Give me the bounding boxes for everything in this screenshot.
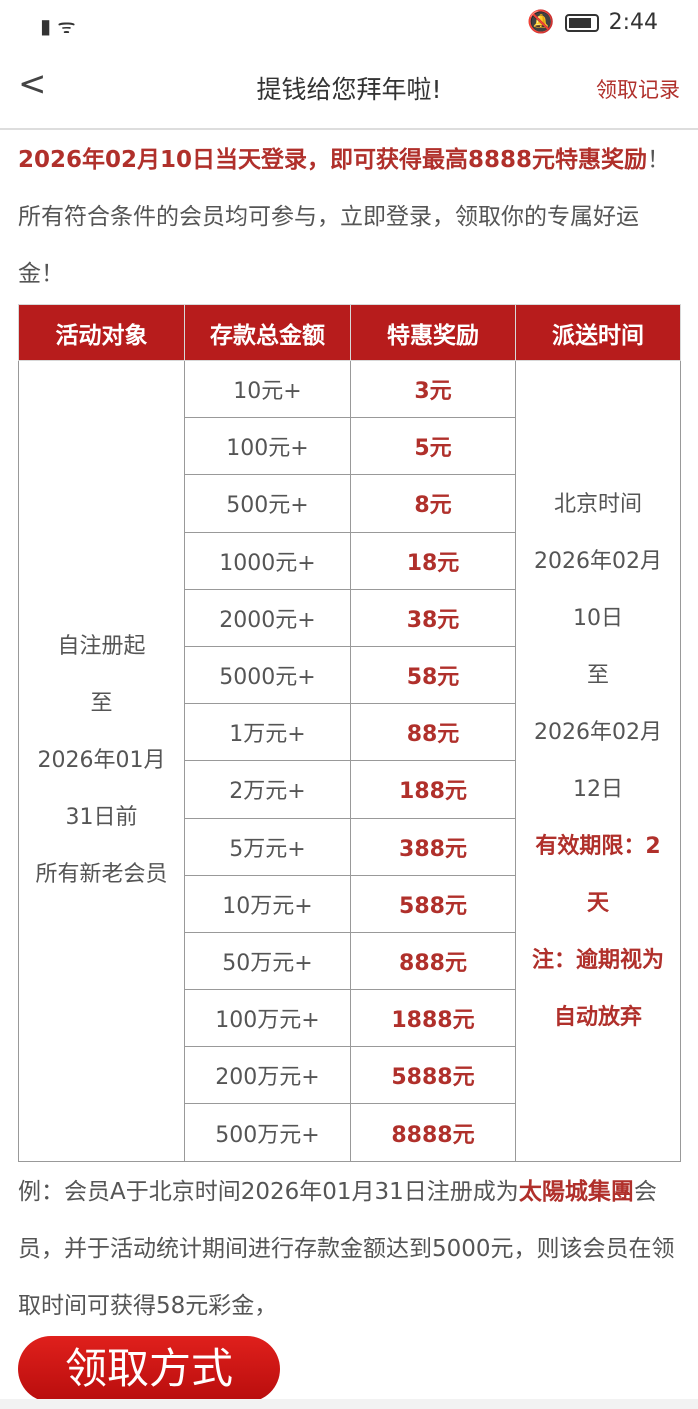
reward-cell: 5元 [350,417,516,476]
target-line: 至 [90,691,113,717]
header-time: 派送时间 [515,304,681,361]
time-line: 北京时间 [553,491,642,517]
deposit-cell: 500元+ [184,474,351,533]
reward-cell: 3元 [350,359,516,419]
reward-cell: 88元 [350,703,516,762]
intro-text: 2026年02月10日当天登录，即可获得最高8888元特惠奖励！所有符合条件的会… [18,132,680,303]
validity-line: 有效期限：2 [535,833,661,859]
mute-icon: 🔕 [527,10,555,35]
deposit-cell: 100万元+ [184,989,351,1048]
time-line: 10日 [573,605,623,631]
table-row: 自注册起至 2026年01月 31日前所有新老会员 10元+ 3元北京时间 2026年02… [18,359,681,1162]
table-row: 500元+ 8元 [19,474,681,533]
records-link[interactable]: 领取记录 [596,78,680,102]
table-row: 2万元+ 188元 [19,760,681,819]
deposit-cell: 100元+ [184,417,351,476]
brand-name: 太陽城集團 [518,1179,634,1205]
header-reward: 特惠奖励 [350,304,516,361]
deposit-cell: 10万元+ [184,874,351,933]
nav-bar: < 提钱给您拜年啦! 领取记录 [0,48,698,130]
deposit-cell: 1万元+ [184,703,351,762]
back-icon[interactable]: < [18,64,47,104]
status-bar: ▮ ᯤ 🔕 2:44 [0,0,698,48]
reward-cell: 388元 [350,817,516,876]
bottom-bar [0,1399,698,1409]
time-line: 2026年02月 [534,719,662,745]
table-row: 2000元+ 38元 [19,588,681,647]
deposit-cell: 2万元+ [184,760,351,819]
deposit-cell: 2000元+ [184,588,351,647]
header-deposit: 存款总金额 [184,304,351,361]
clock: 2:44 [608,10,658,35]
table-row: 500万元+ 8888元 [19,1103,681,1162]
battery-icon [564,13,599,32]
time-line: 至 [586,662,609,688]
reward-cell: 188元 [350,760,516,819]
reward-cell: 58元 [350,645,516,705]
deposit-cell: 5万元+ [184,817,351,876]
reward-cell: 8元 [350,474,516,533]
reward-cell: 888元 [350,931,516,991]
table-row: 100元+ 5元 [19,417,681,476]
table-row: 1万元+ 88元 [19,703,681,762]
reward-cell: 8888元 [350,1103,516,1162]
reward-cell: 1888元 [350,989,516,1048]
time-cell: 北京时间 2026年02月 10日至 2026年02月 12日有效期限：2 天注：逾期视为… [515,360,681,1162]
reward-cell: 588元 [350,874,516,933]
target-line: 2026年01月 [37,748,166,774]
claim-method-button[interactable]: 领取方式 [18,1336,280,1402]
deposit-cell: 5000元+ [184,645,351,705]
table-row: 200万元+ 5888元 [19,1046,681,1105]
deposit-cell: 200万元+ [184,1046,351,1105]
table-row: 100万元+ 1888元 [19,989,681,1048]
page-title: 提钱给您拜年啦! [256,75,442,104]
validity-line: 注：逾期视为 [531,947,664,973]
example-part-2: 会员，并于活动统计期间进行存款金额达到5000元，则该会员在领取时间可获得58元… [18,1179,675,1319]
example-part-1: 例：会员A于北京时间2026年01月31日注册成为 [18,1179,519,1205]
deposit-cell: 50万元+ [184,931,351,991]
sim-wifi-icon: ▮ ᯤ [40,14,76,38]
deposit-cell: 1000元+ [184,531,351,590]
intro-highlight: 2026年02月10日当天登录，即可获得最高8888元特惠奖励 [18,147,648,173]
deposit-cell: 10元+ [184,359,351,419]
reward-cell: 18元 [350,531,516,590]
target-cell: 自注册起至 2026年01月 31日前所有新老会员 [18,360,185,1162]
target-line: 31日前 [65,805,138,831]
table-row: 5万元+ 388元 [19,817,681,876]
header-target: 活动对象 [18,304,185,361]
table-row: 10万元+ 588元 [19,874,681,933]
example-text: 例：会员A于北京时间2026年01月31日注册成为太陽城集團会员，并于活动统计期… [18,1164,680,1335]
time-line: 2026年02月 [534,548,662,574]
reward-cell: 5888元 [350,1046,516,1105]
target-line: 所有新老会员 [35,862,168,888]
intro-body: ！所有符合条件的会员均可参与，立即登录，领取你的专属好运金！ [18,147,671,287]
reward-table: 活动对象 存款总金额 特惠奖励 派送时间 自注册起至 2026年01月 31日前所有… [18,304,681,1162]
target-line: 自注册起 [57,634,146,660]
validity-line: 天 [586,890,609,916]
validity-line: 自动放弃 [553,1004,642,1030]
deposit-cell: 500万元+ [184,1103,351,1162]
time-line: 12日 [573,776,623,802]
reward-cell: 38元 [350,588,516,647]
